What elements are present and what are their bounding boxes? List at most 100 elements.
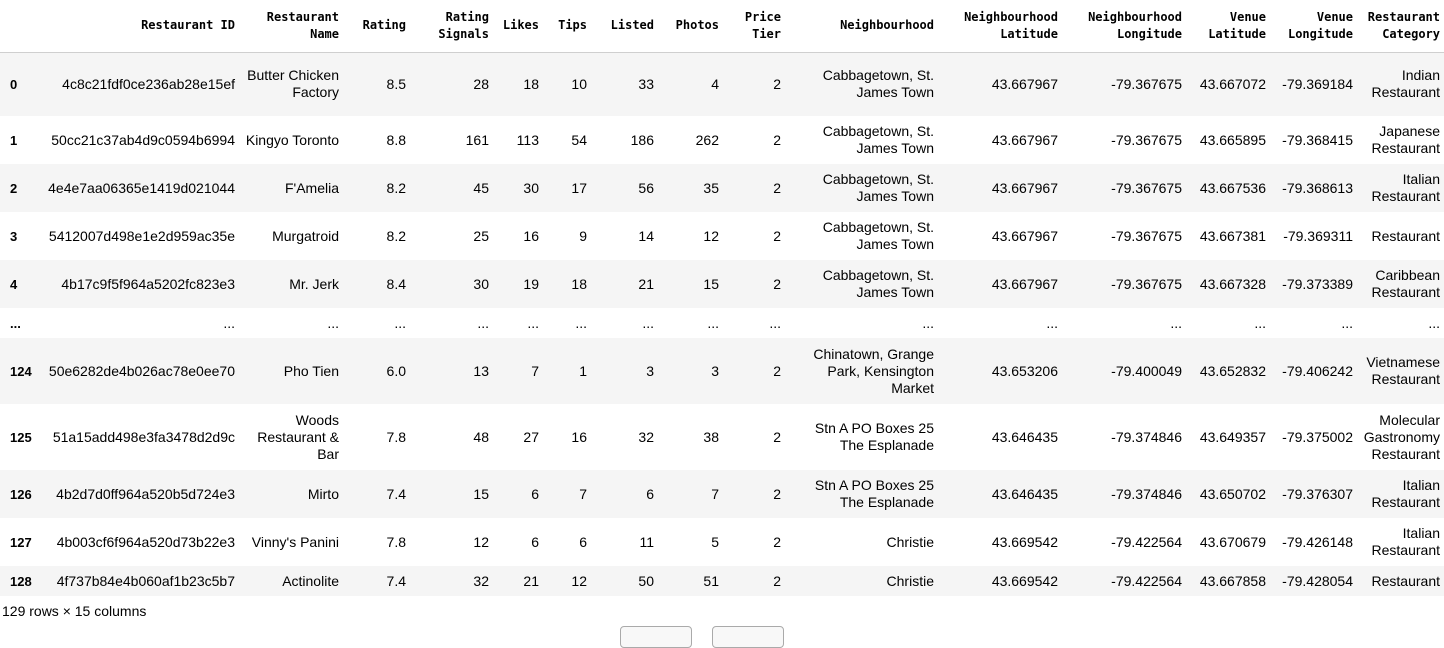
table-cell: 16: [571, 428, 587, 445]
column-header: Rating: [343, 0, 410, 53]
table-cell: ...: [394, 314, 406, 331]
table-cell: Italian Restaurant: [1371, 525, 1440, 558]
table-cell: 8.8: [386, 131, 406, 148]
row-index: 1: [10, 132, 18, 148]
table-cell: Restaurant: [1371, 572, 1440, 589]
table-shape-caption: 129 rows × 15 columns: [2, 603, 147, 619]
column-header: Neighbourhood Latitude: [938, 0, 1062, 53]
table-cell: Murgatroid: [272, 227, 339, 244]
table-cell: 2: [773, 75, 781, 92]
index-header: [0, 0, 40, 53]
table-cell: 5412007d498e1e2d959ac35e: [48, 227, 235, 244]
table-cell: 43.667967: [991, 275, 1058, 292]
table-cell: 43.667967: [991, 75, 1058, 92]
table-row: 127 4b003cf6f964a520d73b22e3 Vinny's Panin…: [0, 518, 1444, 566]
row-index: 128: [10, 573, 32, 589]
table-cell: 56: [638, 179, 654, 196]
table-cell: 7: [711, 485, 719, 502]
column-header: Restaurant Category: [1357, 0, 1444, 53]
table-cell: ...: [1254, 314, 1266, 331]
table-cell: -79.426148: [1282, 533, 1353, 550]
table-cell: ...: [575, 314, 587, 331]
column-header: Venue Longitude: [1270, 0, 1357, 53]
table-cell: 21: [638, 275, 654, 292]
table-cell: Vinny's Panini: [251, 533, 339, 550]
table-cell: 4c8c21fdf0ce236ab28e15ef: [62, 75, 235, 92]
table-cell: 16: [523, 227, 539, 244]
row-index: 127: [10, 534, 32, 550]
table-cell: ...: [1341, 314, 1353, 331]
table-cell: -79.368415: [1282, 131, 1353, 148]
table-row: 1 50cc21c37ab4d9c0594b6994 Kingyo Toronto 8…: [0, 116, 1444, 164]
table-cell: 43.653206: [991, 362, 1058, 379]
table-cell: Molecular Gastronomy Restaurant: [1363, 411, 1440, 462]
table-cell: Stn A PO Boxes 25 The Esplanade: [814, 420, 934, 453]
table-row: 4 4b17c9f5f964a5202fc823e3 Mr. Jerk 8.4 30 19…: [0, 260, 1444, 308]
table-cell: 21: [523, 572, 539, 589]
table-cell: Caribbean Restaurant: [1371, 267, 1440, 300]
table-cell: -79.428054: [1282, 572, 1353, 589]
column-header: Restaurant ID: [40, 0, 239, 53]
table-cell: 4b2d7d0ff964a520b5d724e3: [56, 485, 235, 502]
table-cell: -79.367675: [1111, 275, 1182, 292]
table-cell: 11: [639, 533, 654, 550]
table-cell: Actinolite: [282, 572, 339, 589]
table-cell: ...: [1046, 314, 1058, 331]
table-cell: 38: [703, 428, 719, 445]
table-cell: 12: [473, 533, 489, 550]
table-cell: 2: [773, 179, 781, 196]
table-cell: 9: [579, 227, 587, 244]
table-cell: 6: [531, 533, 539, 550]
table-cell: 32: [638, 428, 654, 445]
table-cell: 186: [630, 131, 654, 148]
table-cell: F'Amelia: [284, 179, 339, 196]
table-cell: 7.4: [386, 572, 406, 589]
table-cell: 2: [773, 428, 781, 445]
table-cell: 161: [465, 131, 489, 148]
table-cell: 2: [773, 275, 781, 292]
table-cell: Vietnamese Restaurant: [1366, 354, 1440, 387]
table-cell: 43.667536: [1199, 179, 1266, 196]
table-row: 124 50e6282de4b026ac78e0ee70 Pho Tien 6.0 13…: [0, 338, 1444, 404]
table-row: 126 4b2d7d0ff964a520b5d724e3 Mirto 7.4 15 6 7 6…: [0, 470, 1444, 518]
table-cell: Mr. Jerk: [289, 275, 339, 292]
table-row: 0 4c8c21fdf0ce236ab28e15ef Butter Chicken …: [0, 52, 1444, 116]
table-cell: 45: [473, 179, 489, 196]
table-row: 125 51a15add498e3fa3478d2d9c Woods Restaur…: [0, 404, 1444, 470]
table-cell: 262: [695, 131, 719, 148]
table-cell: ...: [1170, 314, 1182, 331]
table-row: ........................................…: [0, 308, 1444, 338]
table-cell: Christie: [886, 572, 934, 589]
table-cell: 43.669542: [991, 533, 1058, 550]
column-header: Price Tier: [723, 0, 785, 53]
table-cell: 2: [773, 362, 781, 379]
table-cell: 1: [579, 362, 587, 379]
table-cell: Restaurant: [1371, 227, 1440, 244]
table-cell: ...: [707, 314, 719, 331]
table-cell: ...: [642, 314, 654, 331]
pager-button[interactable]: [712, 626, 784, 648]
table-cell: -79.368613: [1282, 179, 1353, 196]
table-cell: Christie: [886, 533, 934, 550]
row-index: 2: [10, 180, 18, 196]
table-cell: ...: [922, 314, 934, 331]
table-cell: -79.376307: [1282, 485, 1353, 502]
table-cell: 43.670679: [1199, 533, 1266, 550]
column-header: Tips: [543, 0, 591, 53]
table-cell: -79.406242: [1282, 362, 1353, 379]
table-cell: Mirto: [307, 485, 339, 502]
table-cell: 15: [703, 275, 719, 292]
table-cell: -79.422564: [1111, 533, 1182, 550]
table-cell: Indian Restaurant: [1371, 67, 1440, 101]
pager-button[interactable]: [620, 626, 692, 648]
table-cell: 43.667328: [1199, 275, 1266, 292]
table-cell: 4b17c9f5f964a5202fc823e3: [61, 275, 235, 292]
table-cell: 43.667967: [991, 131, 1058, 148]
row-index: 126: [10, 486, 32, 502]
table-cell: -79.369311: [1283, 227, 1353, 244]
table-cell: -79.374846: [1111, 428, 1182, 445]
table-cell: Pho Tien: [283, 362, 339, 379]
table-cell: 15: [473, 485, 489, 502]
table-cell: Kingyo Toronto: [245, 131, 339, 148]
column-header: Likes: [493, 0, 543, 53]
